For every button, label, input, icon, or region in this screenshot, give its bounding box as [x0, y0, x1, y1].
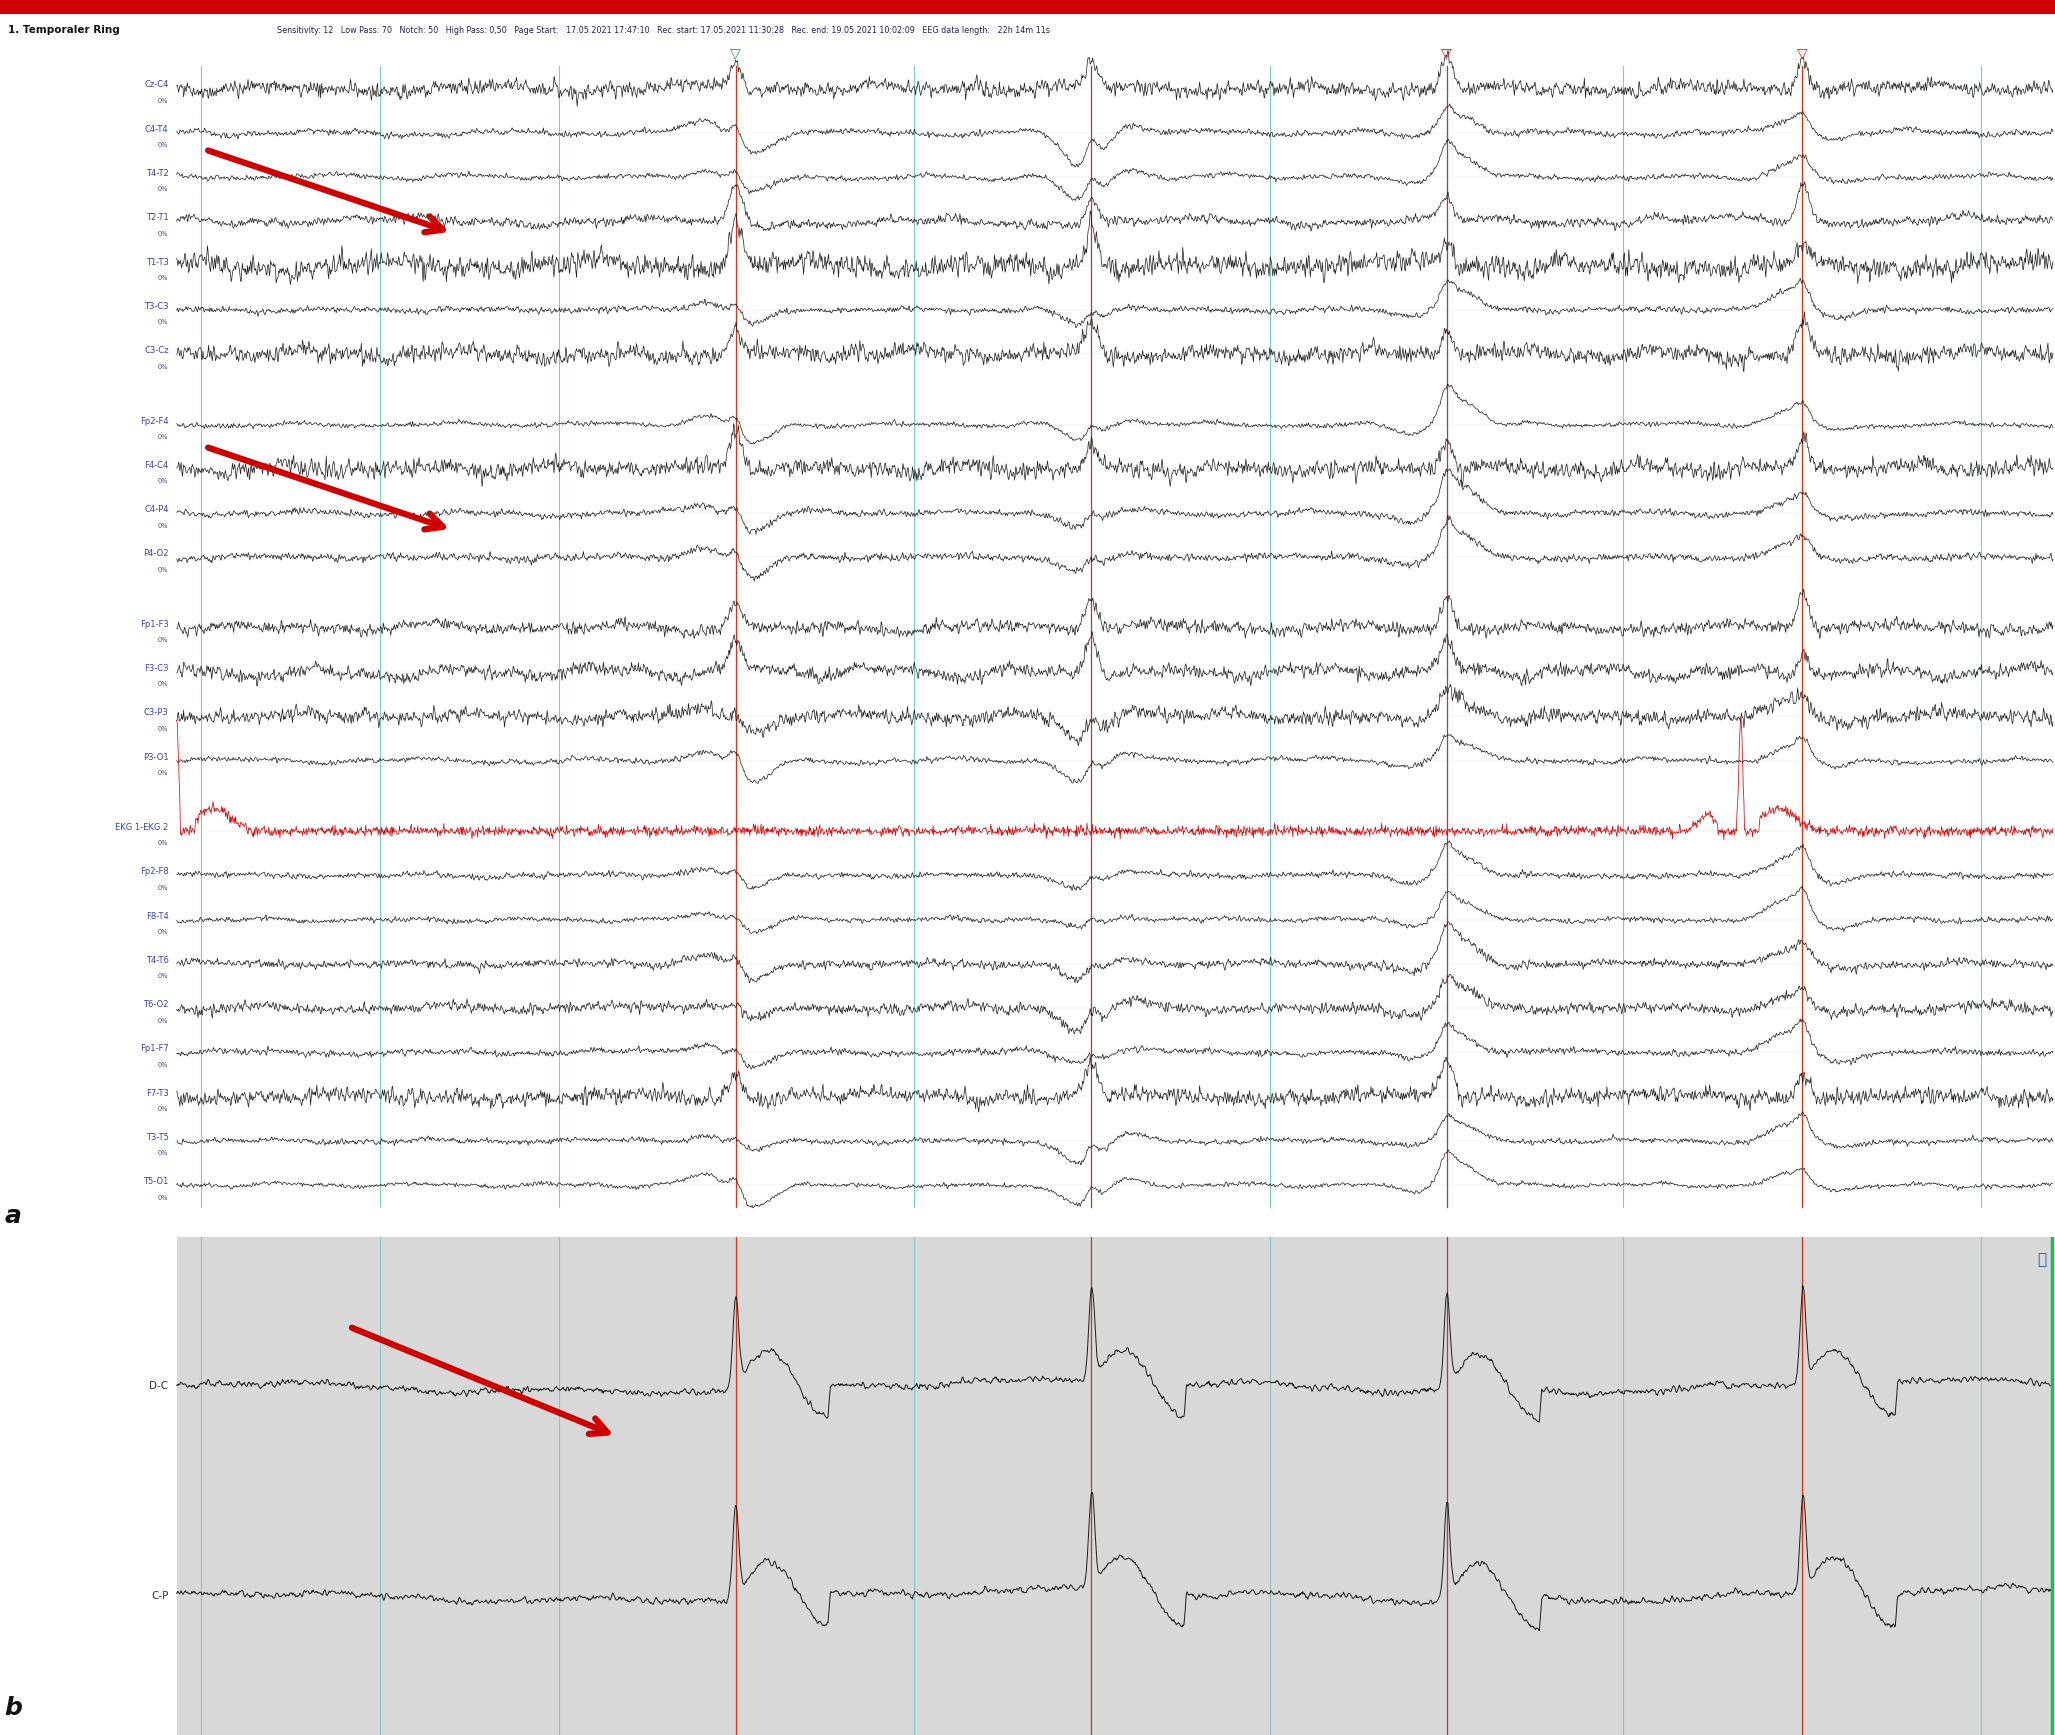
- Text: Fp2-F8: Fp2-F8: [140, 868, 169, 876]
- Text: ▽: ▽: [1796, 47, 1808, 61]
- Text: 0%: 0%: [158, 973, 169, 979]
- Text: 0%: 0%: [158, 186, 169, 193]
- Text: 0%: 0%: [158, 1195, 169, 1201]
- Text: P4-O2: P4-O2: [144, 550, 169, 559]
- Text: 0%: 0%: [158, 142, 169, 147]
- Text: 0%: 0%: [158, 97, 169, 104]
- Text: 0%: 0%: [158, 1062, 169, 1067]
- Text: F8-T4: F8-T4: [146, 911, 169, 921]
- Text: 0%: 0%: [158, 770, 169, 776]
- Text: Fp1-F7: Fp1-F7: [140, 1044, 169, 1053]
- Text: b: b: [4, 1697, 23, 1719]
- Text: T4-T6: T4-T6: [146, 956, 169, 965]
- Text: Cz-C4: Cz-C4: [144, 80, 169, 90]
- Text: 0%: 0%: [158, 1150, 169, 1156]
- Text: D-C: D-C: [150, 1381, 169, 1391]
- Text: 0%: 0%: [158, 434, 169, 441]
- Text: 0%: 0%: [158, 364, 169, 370]
- Text: ▽: ▽: [1441, 47, 1453, 61]
- Text: 0%: 0%: [158, 928, 169, 935]
- Text: 0%: 0%: [158, 479, 169, 484]
- Text: T6-O2: T6-O2: [144, 999, 169, 1010]
- Text: 0%: 0%: [158, 1017, 169, 1024]
- Text: F3-C3: F3-C3: [144, 665, 169, 673]
- Text: T1-T3: T1-T3: [146, 257, 169, 267]
- Text: 0%: 0%: [158, 682, 169, 687]
- Text: C4-T4: C4-T4: [146, 125, 169, 134]
- Text: 0%: 0%: [158, 231, 169, 236]
- Text: a: a: [4, 1204, 21, 1228]
- Text: 0%: 0%: [158, 637, 169, 644]
- Text: T3-T5: T3-T5: [146, 1133, 169, 1142]
- Text: Sensitivity: 12   Low Pass: 70   Notch: 50   High Pass: 0,50   Page Start:   17.: Sensitivity: 12 Low Pass: 70 Notch: 50 H…: [277, 26, 1050, 35]
- Text: F4-C4: F4-C4: [144, 462, 169, 470]
- Text: 0%: 0%: [158, 319, 169, 324]
- Text: 0%: 0%: [158, 725, 169, 732]
- Text: 1. Temporaler Ring: 1. Temporaler Ring: [8, 24, 119, 35]
- Text: T5-O1: T5-O1: [144, 1176, 169, 1187]
- Text: Fp1-F3: Fp1-F3: [140, 619, 169, 628]
- Text: Fp2-F4: Fp2-F4: [140, 416, 169, 425]
- Bar: [0, 0, 2055, 14]
- Text: C4-P4: C4-P4: [144, 505, 169, 514]
- Text: 0%: 0%: [158, 840, 169, 847]
- Text: P3-O1: P3-O1: [144, 753, 169, 762]
- Text: T4-T2: T4-T2: [146, 168, 169, 179]
- Text: 0%: 0%: [158, 522, 169, 529]
- Text: 0%: 0%: [158, 567, 169, 573]
- Text: EKG 1-EKG 2: EKG 1-EKG 2: [115, 822, 169, 833]
- Text: 0%: 0%: [158, 276, 169, 281]
- Text: C-P: C-P: [152, 1591, 169, 1601]
- Text: C3-Cz: C3-Cz: [144, 345, 169, 356]
- Text: ▽: ▽: [730, 47, 742, 61]
- Text: 0%: 0%: [158, 885, 169, 890]
- Text: C3-P3: C3-P3: [144, 708, 169, 717]
- Text: T3-C3: T3-C3: [144, 302, 169, 311]
- Text: 0%: 0%: [158, 1105, 169, 1112]
- Text: F7-T3: F7-T3: [146, 1088, 169, 1098]
- Text: ⓘ: ⓘ: [2039, 1253, 2047, 1267]
- Text: T2-T1: T2-T1: [146, 213, 169, 222]
